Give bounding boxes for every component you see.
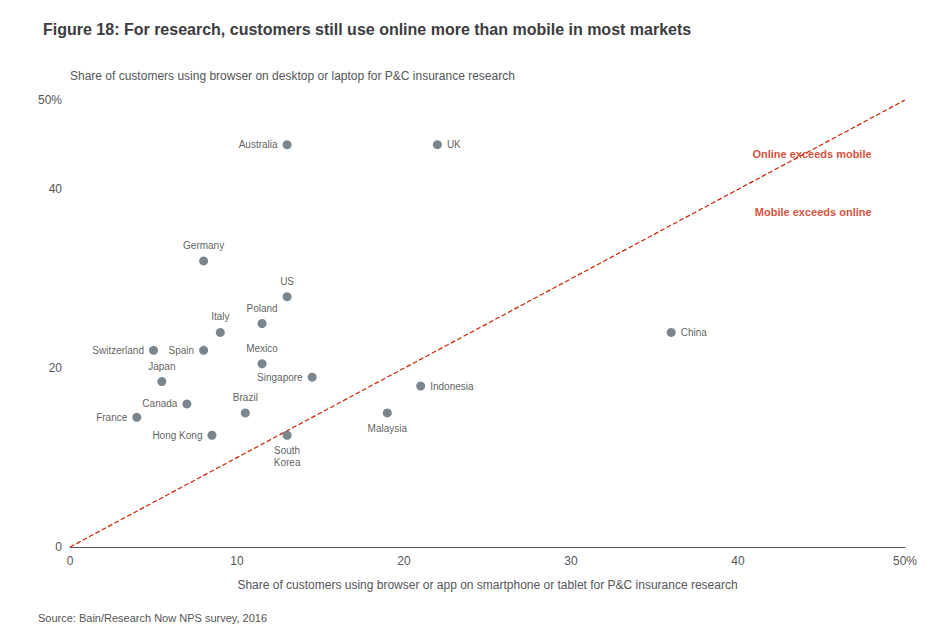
svg-text:Spain: Spain <box>169 345 195 356</box>
svg-text:US: US <box>280 276 294 287</box>
svg-text:Poland: Poland <box>246 303 277 314</box>
svg-text:0: 0 <box>67 554 74 568</box>
svg-text:Online exceeds mobile: Online exceeds mobile <box>752 148 871 160</box>
svg-text:France: France <box>96 412 128 423</box>
svg-text:20: 20 <box>397 554 411 568</box>
svg-text:40: 40 <box>731 554 745 568</box>
svg-text:30: 30 <box>564 554 578 568</box>
svg-text:20: 20 <box>49 361 63 375</box>
svg-text:Source: Bain/Research Now NPS: Source: Bain/Research Now NPS survey, 20… <box>38 612 267 624</box>
svg-text:Switzerland: Switzerland <box>92 345 144 356</box>
svg-text:40: 40 <box>49 182 63 196</box>
svg-text:Indonesia: Indonesia <box>430 381 474 392</box>
svg-text:Singapore: Singapore <box>257 372 303 383</box>
svg-text:Share of customers using brows: Share of customers using browser or app … <box>237 578 737 592</box>
svg-text:China: China <box>681 327 708 338</box>
svg-text:Malaysia: Malaysia <box>368 423 408 434</box>
svg-text:50%: 50% <box>893 554 917 568</box>
svg-text:UK: UK <box>447 139 461 150</box>
svg-text:Mexico: Mexico <box>246 343 278 354</box>
svg-text:Korea: Korea <box>274 457 301 468</box>
svg-text:Japan: Japan <box>148 361 175 372</box>
svg-text:50%: 50% <box>38 93 62 107</box>
svg-text:Share of customers using brows: Share of customers using browser on desk… <box>70 69 515 83</box>
svg-text:Mobile exceeds online: Mobile exceeds online <box>755 206 872 218</box>
svg-text:Canada: Canada <box>142 398 177 409</box>
svg-text:Brazil: Brazil <box>233 392 258 403</box>
svg-text:Hong Kong: Hong Kong <box>152 430 202 441</box>
svg-text:Germany: Germany <box>183 240 224 251</box>
svg-text:10: 10 <box>230 554 244 568</box>
svg-text:South: South <box>274 445 300 456</box>
svg-text:Australia: Australia <box>239 139 278 150</box>
svg-text:0: 0 <box>55 540 62 554</box>
svg-text:Figure 18: For research, custo: Figure 18: For research, customers still… <box>43 21 691 38</box>
svg-text:Italy: Italy <box>211 311 229 322</box>
